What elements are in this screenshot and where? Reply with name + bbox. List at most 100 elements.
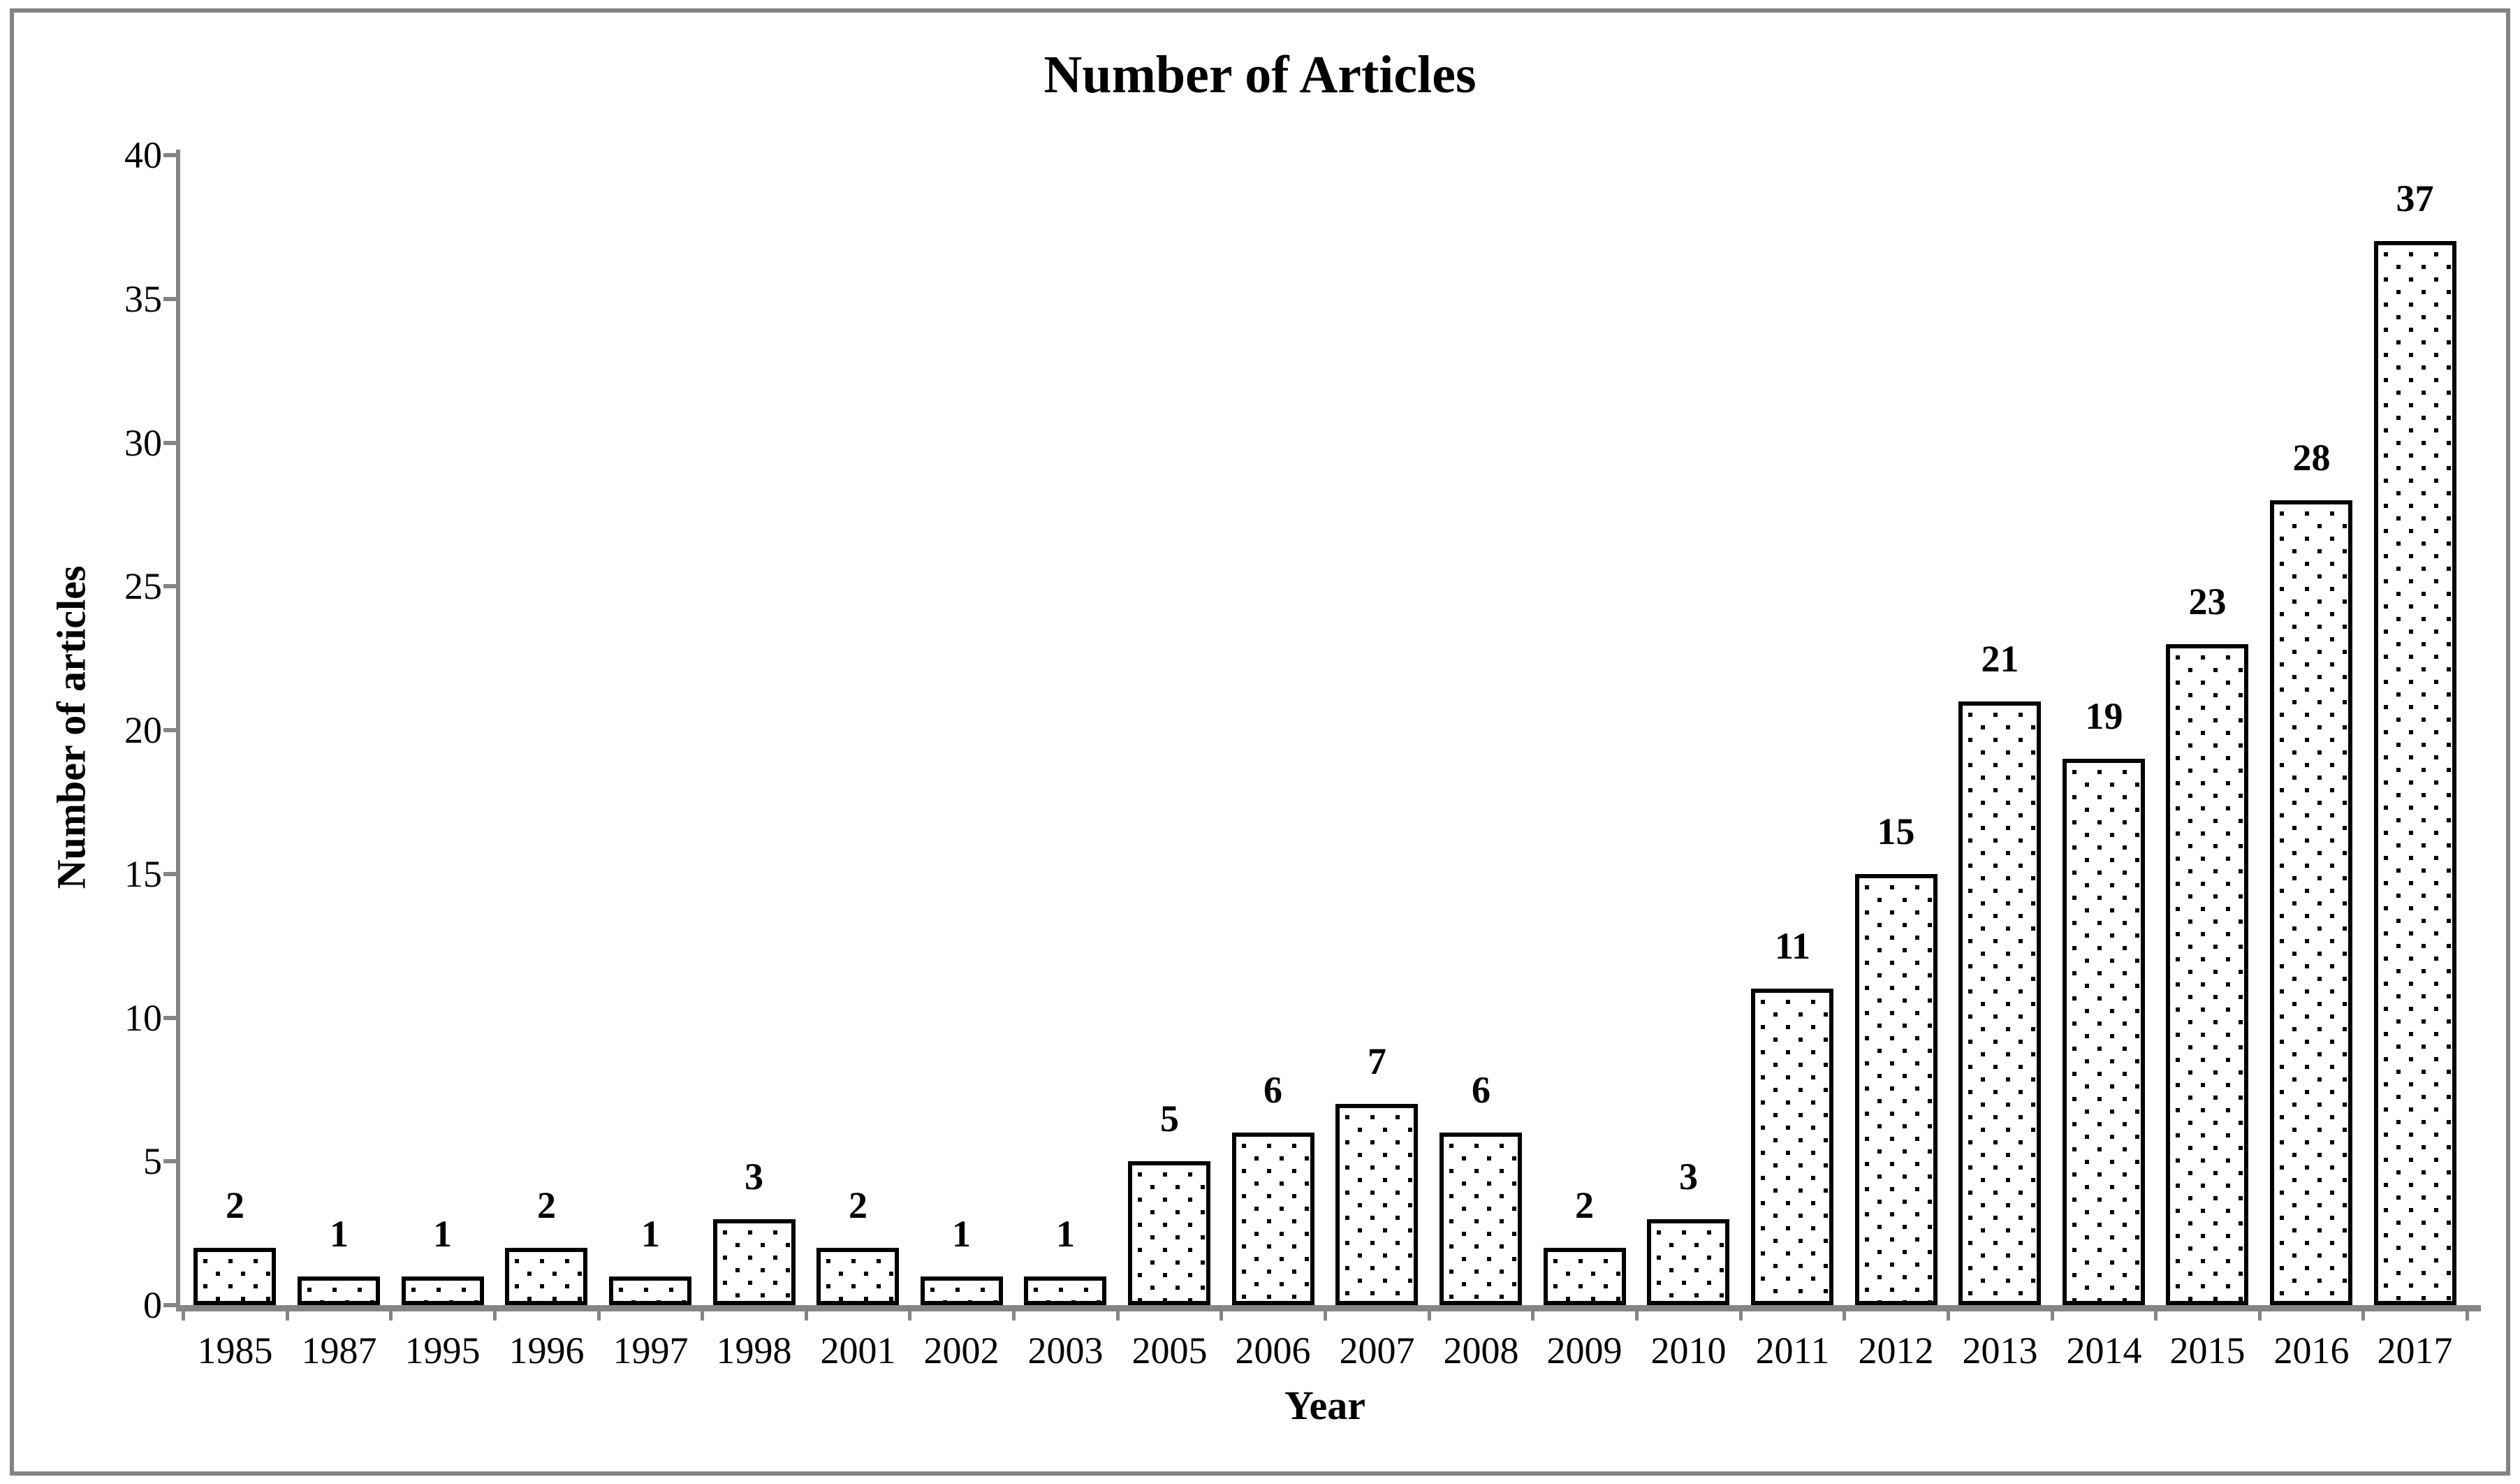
x-axis-tick [286,1305,289,1321]
bar-1985 [193,1248,276,1305]
x-axis-tick [389,1305,393,1321]
bar-value-label: 7 [1368,1040,1386,1082]
bar-value-label: 2 [849,1184,867,1226]
bar-value-label: 19 [2085,695,2123,737]
x-axis-tick [805,1305,808,1321]
bar-2003 [1024,1276,1106,1305]
x-axis-tick [1324,1305,1327,1321]
x-tick-label: 2009 [1546,1330,1622,1372]
x-axis-tick [2258,1305,2262,1321]
y-tick-label: 35 [124,278,162,320]
bar-2006 [1232,1133,1314,1305]
y-tick-label: 20 [124,709,162,751]
x-axis-tick [1219,1305,1223,1321]
bar-2008 [1440,1133,1522,1305]
x-tick-label: 1997 [613,1330,689,1372]
x-tick-label: 1995 [404,1330,481,1372]
x-tick-label: 2012 [1858,1330,1934,1372]
y-axis-tick [163,1159,180,1163]
y-axis-tick [163,297,180,301]
x-axis-tick [1012,1305,1016,1321]
x-tick-label: 1998 [716,1330,792,1372]
bar-value-label: 1 [1056,1213,1075,1255]
bar-value-label: 3 [1679,1156,1698,1198]
bar-1998 [713,1219,796,1305]
bar-value-label: 21 [1981,638,2019,680]
bar-2016 [2270,500,2352,1305]
bar-value-label: 11 [1774,925,1811,967]
bar-1995 [402,1276,484,1305]
y-axis-tick [163,1303,180,1307]
x-tick-label: 2001 [820,1330,896,1372]
bar-2013 [1958,701,2041,1305]
x-axis-tick [182,1305,185,1321]
bar-2007 [1335,1104,1418,1305]
bar-value-label: 6 [1263,1069,1282,1111]
bar-2009 [1544,1248,1626,1305]
x-axis-tick [2154,1305,2158,1321]
x-tick-label: 2007 [1339,1330,1415,1372]
y-tick-label: 0 [143,1284,162,1326]
x-tick-label: 2013 [1962,1330,2038,1372]
chart-title: Number of Articles [1043,45,1477,104]
y-axis-tick [163,584,180,588]
x-axis-title: Year [1284,1383,1365,1428]
x-axis-tick [493,1305,497,1321]
x-tick-label: 1987 [301,1330,377,1372]
bar-value-label: 3 [745,1156,763,1198]
bar-2014 [2063,759,2145,1305]
y-axis-tick [163,728,180,732]
x-tick-label: 2002 [923,1330,999,1372]
bar-value-label: 1 [952,1213,971,1255]
bar-value-label: 2 [1575,1184,1594,1226]
y-tick-label: 10 [124,997,162,1039]
bar-2010 [1647,1219,1729,1305]
x-tick-label: 2017 [2377,1330,2453,1372]
x-axis-tick [1116,1305,1120,1321]
x-tick-label: 2003 [1027,1330,1104,1372]
bar-1996 [505,1248,587,1305]
bar-2017 [2374,241,2456,1305]
x-axis-tick [2051,1305,2054,1321]
x-axis-tick [701,1305,704,1321]
bar-value-label: 28 [2292,437,2331,479]
bar-2011 [1751,989,1833,1305]
bar-value-label: 15 [1877,810,1915,852]
x-axis-tick [2466,1305,2469,1321]
bar-2001 [816,1248,899,1305]
x-tick-label: 2010 [1650,1330,1727,1372]
x-axis-tick [1531,1305,1534,1321]
bar-value-label: 2 [537,1184,556,1226]
x-tick-label: 2011 [1755,1330,1830,1372]
x-tick-label: 2005 [1131,1330,1208,1372]
x-axis-tick [1635,1305,1639,1321]
x-axis-tick [1843,1305,1846,1321]
bar-2012 [1855,874,1937,1305]
x-tick-label: 2014 [2066,1330,2142,1372]
y-tick-label: 40 [124,134,162,176]
x-tick-label: 2008 [1443,1330,1519,1372]
x-axis-tick [597,1305,601,1321]
bar-value-label: 23 [2188,581,2227,623]
bar-value-label: 2 [226,1184,244,1226]
x-axis-line [176,1305,2481,1311]
x-axis-tick [908,1305,911,1321]
y-axis-tick [163,1016,180,1020]
x-tick-label: 1996 [508,1330,585,1372]
y-axis-tick [163,441,180,445]
y-tick-label: 5 [143,1140,162,1182]
bar-value-label: 1 [330,1213,349,1255]
x-axis-tick [1739,1305,1743,1321]
bar-1997 [609,1276,691,1305]
bar-value-label: 6 [1472,1069,1490,1111]
y-axis-tick [163,153,180,157]
x-axis-tick [1428,1305,1431,1321]
bar-2005 [1128,1161,1210,1305]
y-tick-label: 25 [124,565,162,607]
x-axis-tick [1947,1305,1950,1321]
x-tick-label: 2016 [2273,1330,2350,1372]
x-tick-label: 2006 [1235,1330,1311,1372]
bar-2002 [921,1276,1003,1305]
y-axis-tick [163,872,180,876]
bar-value-label: 1 [641,1213,660,1255]
